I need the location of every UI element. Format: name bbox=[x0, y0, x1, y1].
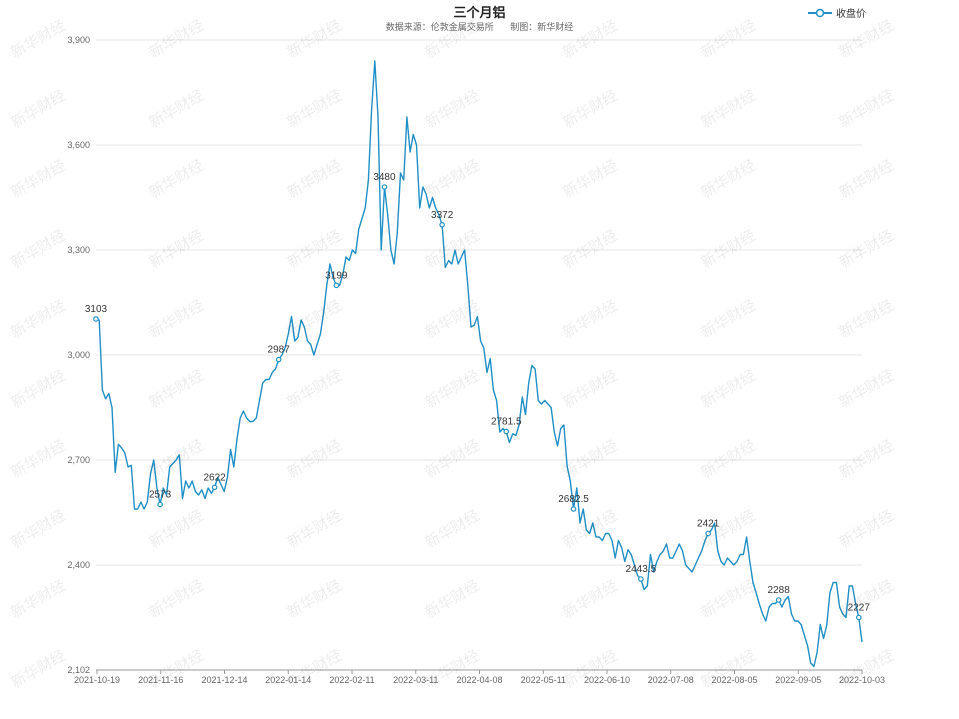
x-tick-label: 2022-03-11 bbox=[393, 675, 438, 685]
data-label: 2622 bbox=[203, 472, 226, 483]
x-tick-label: 2022-06-10 bbox=[584, 675, 630, 685]
x-tick-label: 2021-10-19 bbox=[74, 675, 120, 685]
legend-line-icon bbox=[808, 8, 832, 17]
data-point bbox=[275, 356, 282, 363]
y-tick-label: 2,400 bbox=[67, 560, 90, 570]
data-label: 3199 bbox=[325, 270, 348, 281]
data-label: 2421 bbox=[697, 519, 720, 530]
data-point bbox=[93, 316, 99, 322]
x-tick-label: 2022-01-14 bbox=[265, 675, 311, 685]
data-label: 3103 bbox=[85, 304, 108, 315]
data-point bbox=[381, 184, 388, 190]
y-tick-label: 2,102 bbox=[67, 665, 90, 675]
x-tick-label: 2022-07-08 bbox=[648, 675, 694, 685]
data-label: 2443.5 bbox=[626, 564, 657, 575]
y-tick-label: 2,700 bbox=[67, 455, 90, 465]
x-tick-label: 2022-05-11 bbox=[521, 675, 566, 685]
data-source: 数据来源：伦敦金属交易所 bbox=[385, 22, 494, 32]
x-tick-label: 2022-09-05 bbox=[775, 675, 821, 685]
data-label: 2573 bbox=[149, 489, 172, 500]
x-tick-label: 2021-12-14 bbox=[201, 675, 247, 685]
data-point bbox=[157, 501, 163, 508]
x-tick-label: 2022-10-03 bbox=[839, 675, 885, 685]
data-point bbox=[570, 506, 577, 512]
y-tick-label: 3,600 bbox=[67, 140, 90, 150]
y-tick-label: 3,900 bbox=[67, 35, 90, 45]
data-point bbox=[705, 530, 711, 537]
data-point bbox=[333, 282, 340, 289]
data-label: 3480 bbox=[373, 172, 396, 183]
series-line-收盘价 bbox=[95, 60, 863, 668]
data-label: 2987 bbox=[268, 345, 291, 356]
data-point bbox=[211, 484, 218, 491]
data-point bbox=[775, 597, 782, 603]
chart-subtitle: 数据来源：伦敦金属交易所 制图：新华财经 bbox=[0, 20, 959, 33]
data-label: 2682.5 bbox=[558, 494, 589, 505]
chart-title: 三个月铝 bbox=[453, 5, 506, 20]
data-label: 2288 bbox=[768, 585, 791, 596]
data-label: 2227 bbox=[848, 603, 871, 614]
legend[interactable]: 收盘价 bbox=[808, 5, 866, 20]
x-tick-label: 2021-11-16 bbox=[138, 675, 183, 685]
data-label: 3372 bbox=[431, 210, 454, 221]
data-point bbox=[503, 428, 510, 435]
legend-label: 收盘价 bbox=[836, 9, 866, 20]
chart-maker: 制图：新华财经 bbox=[510, 22, 574, 32]
y-tick-label: 3,300 bbox=[67, 245, 90, 255]
y-tick-label: 3,000 bbox=[67, 350, 90, 360]
data-point bbox=[855, 614, 862, 621]
data-point bbox=[439, 222, 445, 228]
data-label: 2781.5 bbox=[491, 416, 522, 427]
x-tick-label: 2022-02-11 bbox=[329, 675, 374, 685]
data-point bbox=[638, 576, 644, 582]
x-tick-label: 2022-04-08 bbox=[456, 675, 502, 685]
x-tick-label: 2022-08-05 bbox=[711, 675, 757, 685]
